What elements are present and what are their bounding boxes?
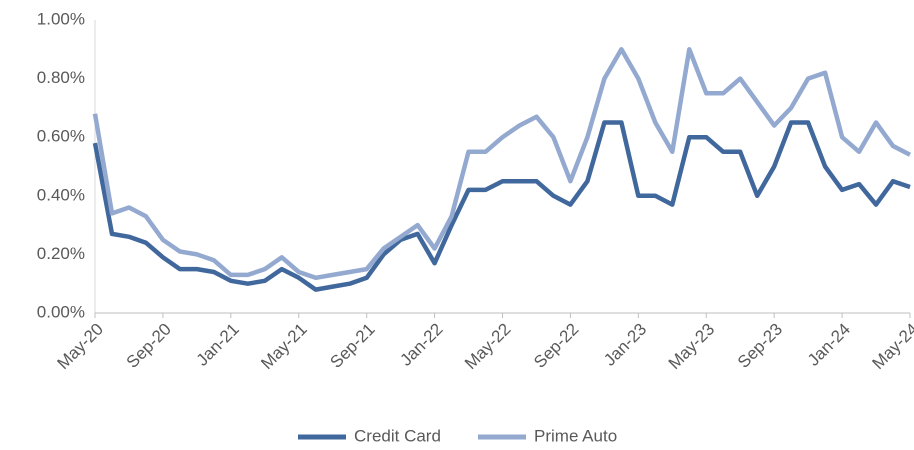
x-tick-label: Sep-20: [123, 320, 175, 372]
x-tick-label: Jan-22: [396, 320, 446, 370]
x-tick-label: Jan-24: [804, 320, 854, 370]
x-tick-label: Sep-23: [734, 320, 786, 372]
x-tick-label: May-24: [868, 320, 914, 374]
y-tick-label: 0.20%: [37, 244, 85, 263]
y-tick-label: 0.60%: [37, 127, 85, 146]
legend-label: Credit Card: [354, 426, 441, 445]
series-line: [92, 47, 912, 281]
x-tick-label: Sep-21: [326, 320, 378, 372]
legend-label: Prime Auto: [534, 426, 617, 445]
x-tick-label: Jan-21: [193, 320, 243, 370]
x-tick-label: May-23: [665, 320, 719, 374]
x-tick-label: Jan-23: [600, 320, 650, 370]
y-tick-label: 0.80%: [37, 68, 85, 87]
x-tick-label: Sep-22: [530, 320, 582, 372]
y-tick-label: 0.40%: [37, 185, 85, 204]
y-tick-label: 1.00%: [37, 9, 85, 28]
x-tick-label: May-20: [53, 320, 107, 374]
y-tick-label: 0.00%: [37, 302, 85, 321]
x-tick-label: May-22: [461, 320, 515, 374]
x-tick-label: May-21: [257, 320, 311, 374]
series-line: [92, 120, 911, 292]
